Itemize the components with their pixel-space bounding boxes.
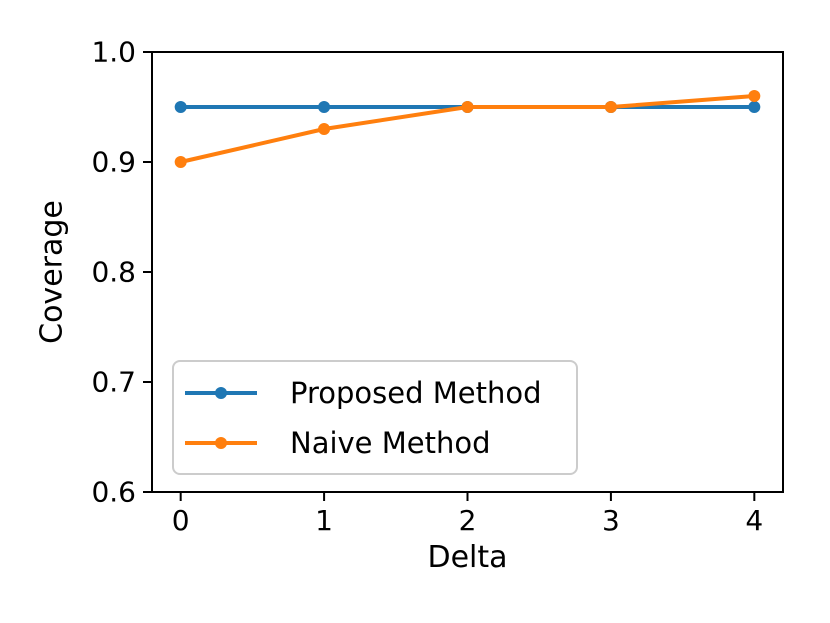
series-marker bbox=[604, 101, 617, 113]
y-tick-label: 0.8 bbox=[91, 256, 136, 289]
y-tick-label: 0.6 bbox=[91, 476, 136, 509]
legend-entry: Proposed Method bbox=[183, 368, 576, 418]
legend-line-sample bbox=[185, 386, 257, 399]
series-marker bbox=[174, 156, 187, 168]
x-tick-label: 3 bbox=[602, 504, 620, 537]
x-tick-label: 2 bbox=[459, 504, 477, 537]
series-marker bbox=[174, 101, 187, 113]
legend-sample-marker bbox=[215, 386, 227, 399]
y-tick-label: 0.7 bbox=[91, 366, 136, 399]
x-tick-label: 0 bbox=[172, 504, 190, 537]
series-marker bbox=[461, 101, 474, 113]
legend-sample-marker bbox=[215, 436, 227, 449]
series-marker bbox=[318, 101, 331, 113]
series-marker bbox=[318, 123, 331, 135]
series-marker bbox=[748, 90, 761, 102]
x-axis-label: Delta bbox=[427, 540, 508, 575]
legend-label: Proposed Method bbox=[290, 375, 542, 410]
y-tick-label: 0.9 bbox=[91, 146, 136, 179]
legend-entry: Naive Method bbox=[183, 418, 576, 468]
legend-box: Proposed Method Naive Method bbox=[172, 360, 578, 475]
y-tick-label: 1.0 bbox=[91, 36, 136, 69]
legend-label: Naive Method bbox=[290, 425, 491, 460]
legend-line-sample bbox=[185, 436, 257, 449]
x-tick-label: 1 bbox=[315, 504, 333, 537]
series-marker bbox=[748, 101, 761, 113]
y-axis-label: Coverage bbox=[34, 200, 70, 344]
x-tick-label: 4 bbox=[745, 504, 763, 537]
